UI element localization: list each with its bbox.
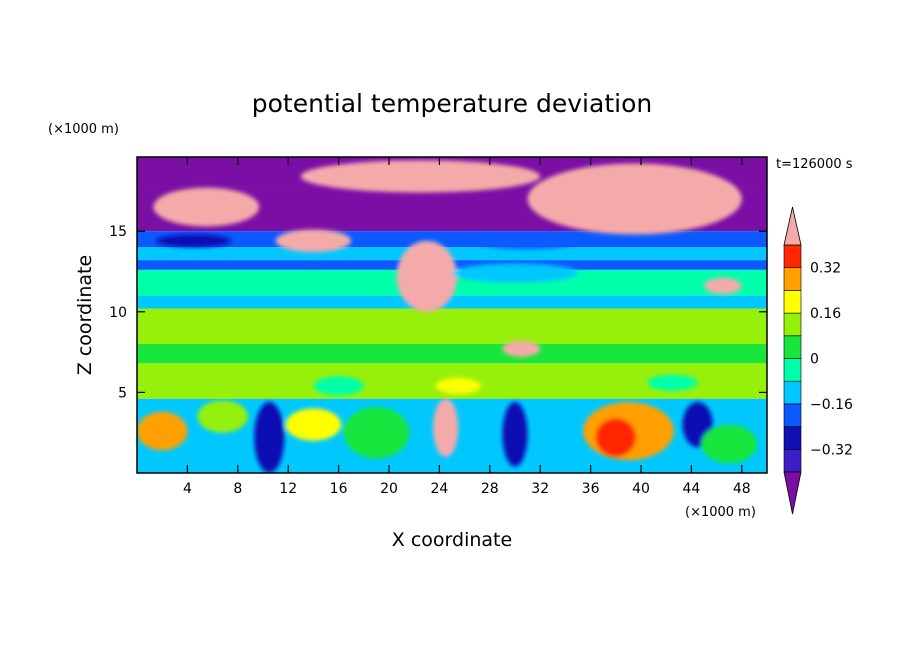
x-tick-label: 8	[233, 481, 242, 497]
plot-area	[137, 157, 767, 473]
y-unit-label: (×1000 m)	[48, 122, 119, 137]
patch-1	[300, 160, 541, 193]
patch-22	[435, 377, 481, 394]
colorbar-bottom-arrow	[783, 471, 802, 515]
chart-title: potential temperature deviation	[252, 89, 652, 118]
patch-10	[137, 411, 188, 451]
x-tick-label: 24	[430, 481, 448, 497]
y-tick-label: 15	[109, 224, 127, 240]
x-tick-label: 44	[682, 481, 700, 497]
x-tick-label: 28	[481, 481, 499, 497]
colorbar: 0.32 0.16 0 −0.16 −0.32	[783, 206, 853, 515]
colorbar-tick-label: −0.16	[810, 397, 853, 413]
patch-14	[343, 406, 410, 459]
patch-2	[527, 163, 742, 235]
colorbar-tick-label: −0.32	[810, 442, 853, 458]
colorbar-swatch	[783, 312, 802, 337]
patch-12	[254, 402, 285, 473]
x-tick-label: 12	[279, 481, 297, 497]
x-tick-label: 16	[330, 481, 348, 497]
colorbar-swatch	[783, 244, 802, 269]
patch-20	[701, 424, 757, 464]
patch-11	[197, 400, 248, 433]
patch-4	[396, 240, 458, 312]
x-axis-label: X coordinate	[392, 529, 512, 551]
patch-13	[285, 408, 342, 441]
patch-0	[153, 187, 260, 227]
colorbar-swatch	[783, 290, 802, 314]
colorbar-top-arrow	[783, 206, 802, 246]
patch-16	[502, 402, 528, 467]
colorbar-tick-label: 0	[810, 352, 819, 368]
colorbar-swatch	[783, 267, 802, 291]
x-tick-label: 4	[183, 481, 192, 497]
patch-15	[433, 398, 459, 457]
colorbar-swatch	[783, 335, 802, 359]
colorbar-swatch	[783, 358, 802, 382]
patch-21	[313, 376, 364, 396]
colorbar-swatch	[783, 426, 802, 450]
colorbar-swatch	[783, 403, 802, 427]
x-unit-label: (×1000 m)	[685, 505, 756, 520]
patch-23	[647, 374, 698, 391]
colorbar-swatch	[783, 448, 802, 473]
patch-18	[595, 418, 636, 457]
y-tick-label: 10	[109, 305, 127, 321]
band-8	[137, 344, 767, 364]
y-axis: 5 10 15	[109, 224, 767, 401]
time-label: t=126000 s	[776, 157, 853, 172]
patch-6	[704, 277, 742, 295]
x-tick-label: 48	[733, 481, 751, 497]
patch-layer	[137, 160, 757, 473]
y-axis-label: Z coordinate	[74, 255, 96, 375]
colorbar-swatch	[783, 380, 802, 405]
x-tick-label: 20	[380, 481, 398, 497]
patch-5	[502, 340, 541, 357]
plot-frame	[136, 156, 768, 474]
colorbar-tick-label: 0.32	[810, 261, 841, 277]
band-2	[137, 231, 767, 248]
band-7	[137, 308, 767, 345]
patch-7	[477, 236, 578, 249]
band-6	[137, 295, 767, 309]
patch-9	[452, 263, 578, 283]
x-axis: 4 8 12 16 20 24 28 32 36 40 44 48	[183, 157, 751, 497]
y-tick-label: 5	[118, 385, 127, 401]
x-tick-label: 36	[582, 481, 600, 497]
patch-8	[155, 234, 232, 248]
colorbar-tick-label: 0.16	[810, 306, 841, 322]
patch-3	[275, 229, 352, 253]
x-tick-label: 40	[632, 481, 650, 497]
x-tick-label: 32	[531, 481, 549, 497]
